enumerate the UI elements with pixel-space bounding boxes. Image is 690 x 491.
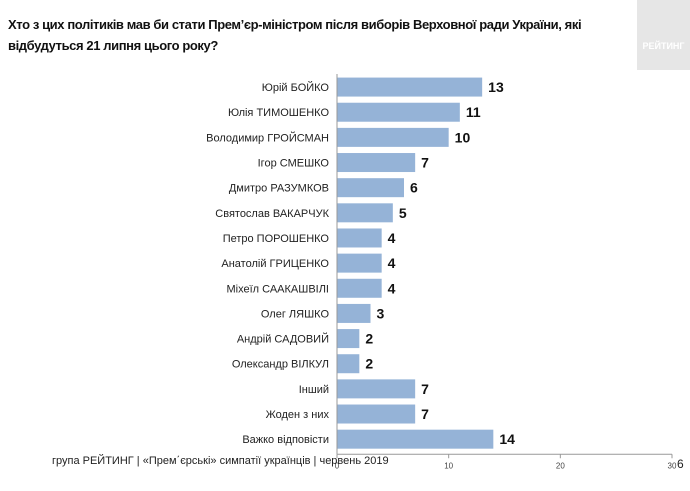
category-label: Андрій САДОВИЙ xyxy=(237,333,329,346)
category-label: Володимир ГРОЙСМАН xyxy=(206,131,329,144)
category-label: Юлія ТИМОШЕНКО xyxy=(228,107,329,119)
bar xyxy=(337,203,393,223)
x-tick-label: 10 xyxy=(444,461,453,470)
category-label: Інший xyxy=(299,384,329,396)
value-label: 2 xyxy=(365,356,373,372)
bar xyxy=(337,77,483,97)
x-tick-label: 30 xyxy=(668,461,677,470)
value-label: 7 xyxy=(421,406,429,422)
value-label: 13 xyxy=(488,79,504,95)
value-label: 2 xyxy=(365,331,373,347)
bar xyxy=(337,153,416,173)
page-number: 6 xyxy=(677,457,684,471)
category-label: Ігор СМЕШКО xyxy=(258,158,330,170)
bar xyxy=(337,379,416,399)
bar xyxy=(337,278,382,298)
bar xyxy=(337,429,494,449)
category-label: Жоден з них xyxy=(266,409,330,421)
logo: РЕЙТИНГ xyxy=(637,0,690,70)
value-label: 11 xyxy=(466,104,481,120)
value-label: 10 xyxy=(455,129,471,145)
value-label: 7 xyxy=(421,381,429,397)
bar xyxy=(337,127,449,147)
category-label: Важко відповісти xyxy=(242,434,329,446)
value-label: 4 xyxy=(388,280,396,296)
category-label: Міхеїл СААКАШВІЛІ xyxy=(226,283,329,295)
bar xyxy=(337,329,360,349)
logo-text: РЕЙТИНГ xyxy=(642,41,685,51)
category-label: Дмитро РАЗУМКОВ xyxy=(229,183,329,195)
category-label: Анатолій ГРИЦЕНКО xyxy=(221,258,329,270)
value-label: 4 xyxy=(388,255,396,271)
value-label: 6 xyxy=(410,180,418,196)
value-label: 5 xyxy=(399,205,407,221)
category-label: Олександр ВІЛКУЛ xyxy=(232,359,329,371)
footer: група РЕЙТИНГ | «Прем΄єрські» симпатії у… xyxy=(52,455,389,467)
bar xyxy=(337,102,460,122)
bar xyxy=(337,354,360,374)
bar xyxy=(337,253,382,273)
category-label: Петро ПОРОШЕНКО xyxy=(223,233,330,245)
bar xyxy=(337,303,371,323)
category-label: Олег ЛЯШКО xyxy=(261,308,330,320)
value-label: 7 xyxy=(421,155,429,171)
x-tick-label: 0 xyxy=(335,461,340,470)
bar xyxy=(337,228,382,248)
value-label: 4 xyxy=(388,230,396,246)
category-label: Святослав ВАКАРЧУК xyxy=(215,208,329,220)
bar xyxy=(337,404,416,424)
category-label: Юрій БОЙКО xyxy=(262,81,330,94)
value-label: 3 xyxy=(377,305,385,321)
bar xyxy=(337,178,404,198)
x-tick-label: 20 xyxy=(556,461,565,470)
chart-title: Хто з цих політиків мав би стати Прем’єр… xyxy=(8,17,582,53)
value-label: 14 xyxy=(499,431,515,447)
